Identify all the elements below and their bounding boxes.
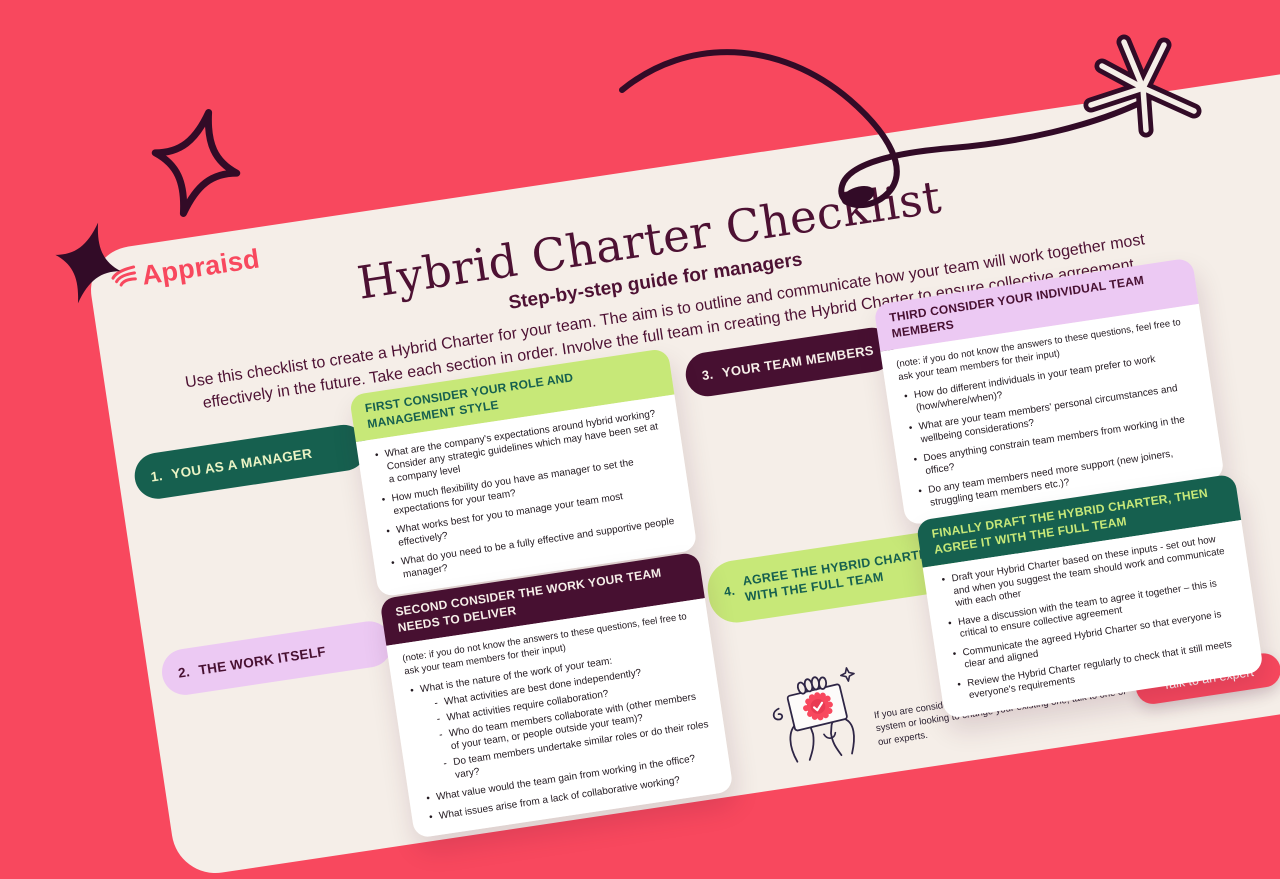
sparkle-outline-icon xyxy=(151,109,241,217)
section-1-pill: 1. YOU AS A MANAGER xyxy=(131,421,370,502)
section-number: 2. xyxy=(176,663,191,681)
section-number: 3. xyxy=(700,366,715,383)
section-pill-label: YOU AS A MANAGER xyxy=(170,445,314,482)
section-pill-label: THE WORK ITSELF xyxy=(197,643,327,678)
section-pill-label: YOUR TEAM MEMBERS xyxy=(720,342,875,380)
section-2-box: SECOND CONSIDER THE WORK YOUR TEAM NEEDS… xyxy=(379,551,734,839)
hands-card-illustration xyxy=(762,657,873,768)
section-2-pill: 2. THE WORK ITSELF xyxy=(158,618,396,698)
section-pill-label: AGREE THE HYBRID CHARTER WITH THE FULL T… xyxy=(741,545,938,605)
section-number: 4. xyxy=(723,583,737,600)
section-number: 1. xyxy=(149,467,164,485)
flyer-card: Appraisd Hybrid Charter Checklist Step-b… xyxy=(85,46,1280,879)
flyer-page: { "canvas": { "background": "#F8485E", "… xyxy=(0,0,1280,851)
